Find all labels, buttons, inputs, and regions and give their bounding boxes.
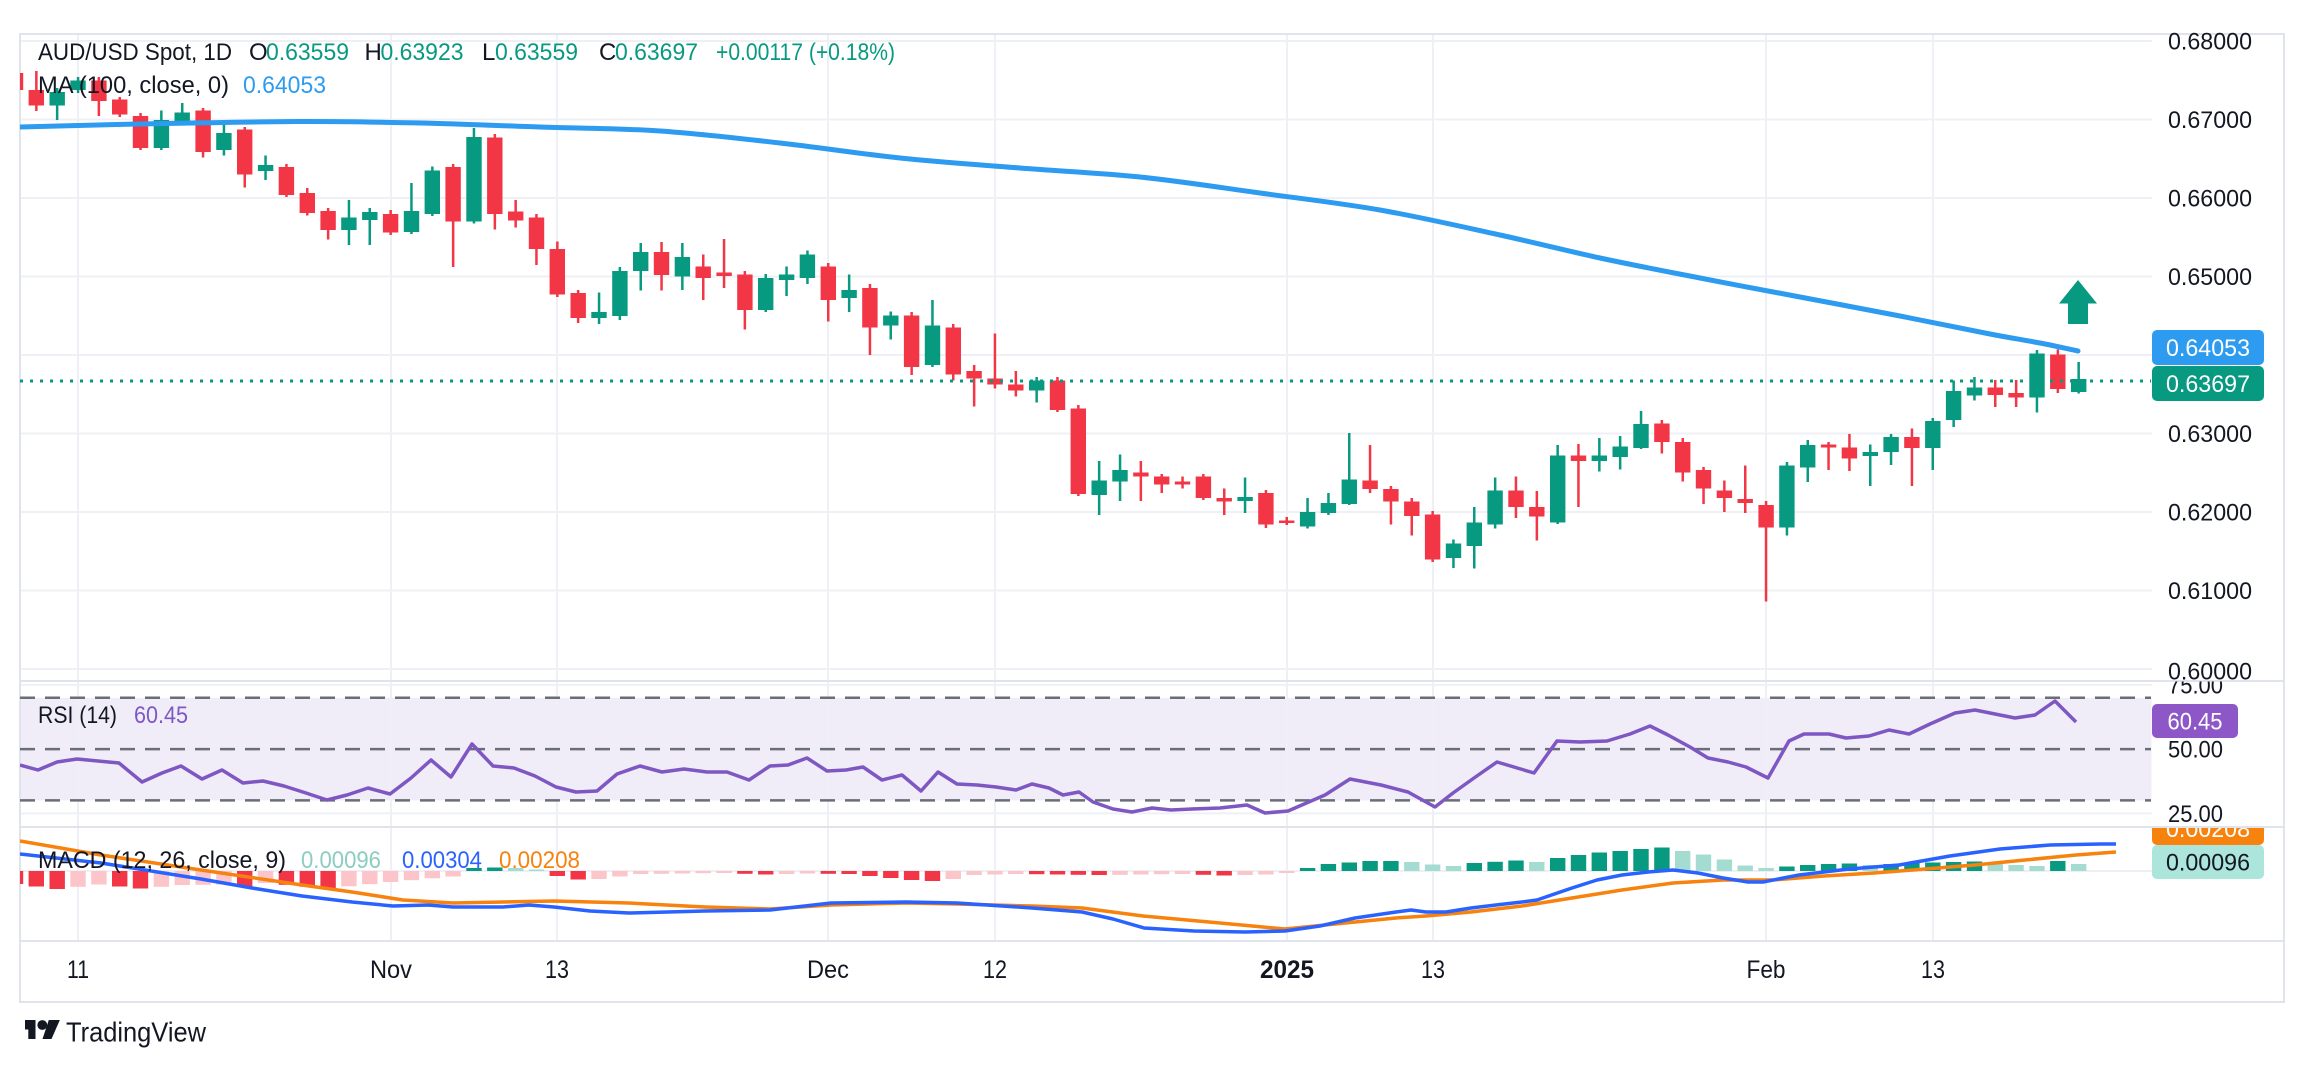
svg-text:MA (100, close, 0): MA (100, close, 0) [38,72,229,99]
svg-text:0.00096: 0.00096 [301,847,381,874]
svg-text:C: C [599,39,616,66]
svg-text:0.63559: 0.63559 [266,39,349,66]
svg-text:0.65000: 0.65000 [2168,264,2252,291]
svg-text:75.00: 75.00 [2168,672,2223,699]
svg-text:0.00208: 0.00208 [2166,816,2250,843]
svg-text:TradingView: TradingView [66,1017,207,1048]
svg-text:0.00096: 0.00096 [2166,850,2250,877]
svg-text:13: 13 [545,956,569,984]
svg-text:0.63000: 0.63000 [2168,421,2252,448]
svg-text:11: 11 [67,956,89,984]
svg-text:0.68000: 0.68000 [2168,29,2252,56]
svg-text:L: L [482,39,495,66]
svg-text:0.63697: 0.63697 [615,39,698,66]
svg-text:0.67000: 0.67000 [2168,107,2252,134]
svg-text:0.66000: 0.66000 [2168,186,2252,213]
svg-text:Dec: Dec [807,956,849,984]
svg-text:H: H [365,39,382,66]
svg-text:Nov: Nov [370,956,412,984]
svg-text:0.00304: 0.00304 [402,847,482,874]
svg-text:50.00: 50.00 [2168,737,2223,764]
svg-text:RSI (14): RSI (14) [38,702,117,729]
svg-text:0.63559: 0.63559 [495,39,578,66]
svg-text:13: 13 [1921,956,1945,984]
svg-text:0.00208: 0.00208 [499,847,580,874]
svg-text:AUD/USD Spot, 1D: AUD/USD Spot, 1D [38,39,232,66]
svg-text:0.64053: 0.64053 [243,72,326,99]
svg-text:60.45: 60.45 [134,702,188,729]
svg-text:Feb: Feb [1747,956,1786,984]
svg-text:13: 13 [1421,956,1445,984]
svg-text:25.00: 25.00 [2168,801,2223,828]
svg-text:0.60000: 0.60000 [2168,659,2252,686]
svg-text:2025: 2025 [1260,956,1314,984]
svg-text:0.64053: 0.64053 [2166,335,2250,362]
svg-text:12: 12 [983,956,1007,984]
svg-text:MACD (12, 26, close, 9): MACD (12, 26, close, 9) [38,847,286,874]
svg-text:0.63697: 0.63697 [2166,371,2250,398]
svg-text:0.63923: 0.63923 [381,39,464,66]
svg-text:+0.00117 (+0.18%): +0.00117 (+0.18%) [716,39,895,66]
svg-text:60.45: 60.45 [2168,709,2223,736]
svg-text:O: O [249,39,268,66]
svg-text:0.61000: 0.61000 [2168,578,2252,605]
svg-text:0.62000: 0.62000 [2168,500,2252,527]
